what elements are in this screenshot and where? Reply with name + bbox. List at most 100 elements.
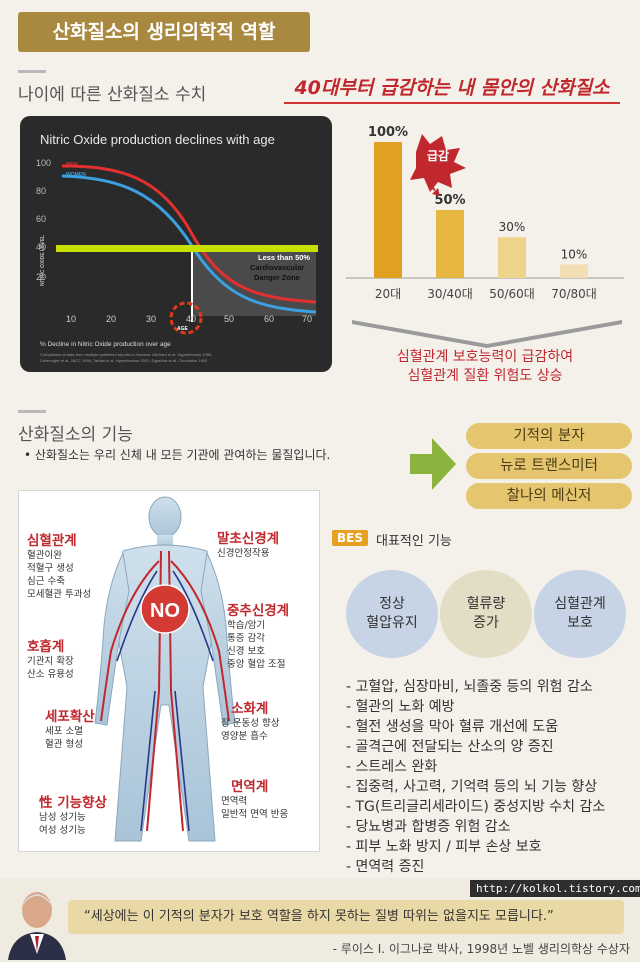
down-chevron-icon: [352, 320, 622, 348]
danger-label-1: Less than 50%: [258, 253, 310, 262]
cardio-text: 혈관이완 적혈구 생성 심근 수축 모세혈관 투과성: [27, 550, 92, 600]
doctor-portrait: [8, 892, 66, 960]
green-arrow-icon: [410, 438, 456, 490]
y-tick-100: 100: [36, 158, 51, 168]
pill-messenger: 찰나의 메신저: [466, 483, 632, 509]
men-curve: [61, 164, 317, 304]
x-tick-20: 20: [106, 314, 116, 324]
circle-blood-flow: 혈류량 증가: [440, 570, 532, 658]
bes-tag: BES: [332, 530, 368, 546]
sudden-drop-label: 급감: [427, 148, 449, 163]
age-highlight-circle: [169, 301, 203, 335]
heart-no-badge: [140, 584, 190, 634]
bar-category-label-1: 30/40대: [427, 287, 473, 301]
body-diagram: NO 심혈관계 혈관이완 적혈구 생성 심근 수축 모세혈관 투과성 호흡계 기…: [18, 490, 320, 852]
danger-zone-area: [192, 246, 316, 316]
y-tick-40: 40: [36, 242, 46, 252]
arteries: [100, 550, 230, 832]
veins: [116, 570, 214, 832]
effect-item: - 피부 노화 방지 / 피부 손상 보호: [346, 839, 542, 855]
effect-item: - 골격근에 전달되는 산소의 양 증진: [346, 739, 554, 755]
danger-label-2: Cardiovascular: [250, 263, 304, 272]
effect-item: - TG(트리글리세라이드) 중성지방 수치 감소: [346, 799, 606, 815]
age-bar-chart: 100% 20대 50% 30/40대 30% 50/60대 10% 70/80대 급감: [346, 125, 624, 301]
human-body-illustration: NO: [94, 496, 236, 842]
drop-arrow-line: [423, 175, 437, 193]
bar-value-label-1: 50%: [434, 193, 465, 208]
central-head: 중추신경계: [227, 603, 290, 619]
effect-item: - 혈전 생성을 막아 혈류 개선에 도움: [346, 719, 559, 735]
nitric-oxide-chart-svg: Nitric Oxide production declines with ag…: [36, 132, 318, 363]
immune-head: 면역계: [231, 779, 269, 795]
circle-blood-pressure: 정상 혈압유지: [346, 570, 438, 658]
y-axis-label: NITRIC OXIDE LEVEL: [40, 235, 46, 286]
no-label: NO: [150, 600, 180, 622]
circle-cardio-protect: 심혈관계 보호: [534, 570, 626, 658]
digest-text: 장 운동성 향상 영양분 흡수: [221, 718, 280, 742]
body-left-arm: [94, 551, 130, 726]
x-axis-label: AGE: [177, 326, 189, 332]
x-tick-60: 60: [264, 314, 274, 324]
legend-women: WOMEN: [66, 172, 86, 178]
bar-value-label-3: 10%: [561, 247, 588, 261]
x-tick-50: 50: [224, 314, 234, 324]
bes-label: 대표적인 기능: [376, 534, 452, 549]
effect-item: - 혈관의 노화 예방: [346, 699, 455, 715]
pill-miracle-molecule: 기적의 분자: [466, 423, 632, 449]
body-head: [148, 496, 182, 538]
section-bar-function: [18, 410, 46, 413]
bar-category-label-3: 70/80대: [551, 287, 597, 301]
section-title-function: 산화질소의 기능: [18, 425, 133, 445]
section-bar: [18, 70, 46, 73]
resp-text: 기관지 확장 산소 유용성: [27, 656, 74, 680]
y-tick-60: 60: [36, 214, 46, 224]
drop-arrow-head: [432, 188, 440, 196]
x-tick-30: 30: [146, 314, 156, 324]
resp-head: 호흡계: [27, 639, 65, 655]
danger-label-3: Danger Zone: [254, 273, 300, 282]
bar-category-label-0: 20대: [375, 287, 401, 301]
age-risk-message: 심혈관계 보호능력이 급감하여 심혈관계 질환 위험도 상승: [340, 348, 630, 386]
quote-source: - 루이스 I. 이그나로 박사, 1998년 노벨 생리의학상 수상자: [332, 942, 630, 956]
source-url[interactable]: http://kolkol.tistory.com: [470, 880, 640, 897]
age-headline: 40대부터 급감하는 내 몸안의 산화질소: [284, 74, 620, 104]
function-description: • 산화질소는 우리 신체 내 모든 기관에 관여하는 물질입니다.: [24, 448, 331, 462]
digest-head: 소화계: [231, 701, 269, 717]
bar-1: [436, 210, 464, 278]
pill-neurotransmitter: 뉴로 트랜스미터: [466, 453, 632, 479]
y-tick-20: 20: [36, 272, 46, 282]
y-tick-80: 80: [36, 186, 46, 196]
central-text: 학습/암기 통증 감각 신경 보호 중앙 혈압 조절: [227, 620, 286, 670]
cell-text: 세포 소멸 혈관 형성: [45, 726, 83, 750]
chart-source-1: Compilation of data from multiple publis…: [40, 352, 212, 357]
body-right-arm: [200, 551, 236, 726]
section-title-age: 나이에 따른 산화질소 수치: [18, 85, 207, 105]
sudden-drop-burst: [410, 134, 466, 192]
effect-item: - 고혈압, 심장마비, 뇌졸중 등의 위험 감소: [346, 679, 593, 695]
cardio-head: 심혈관계: [27, 533, 77, 549]
bar-value-label-0: 100%: [368, 125, 408, 140]
bar-2: [498, 237, 526, 278]
sex-text: 남성 성기능 여성 성기능: [39, 812, 86, 836]
effect-item: - 집중력, 사고력, 기억력 등의 뇌 기능 향상: [346, 779, 598, 795]
age-risk-line-2: 심혈관계 질환 위험도 상승: [407, 368, 563, 384]
x-tick-10: 10: [66, 314, 76, 324]
peripheral-head: 말초신경계: [217, 531, 280, 547]
threshold-line: [56, 245, 318, 252]
page-title: 산화질소의 생리의학적 역할: [18, 12, 310, 52]
x-tick-40: 40: [186, 314, 196, 324]
cell-head: 세포확산: [45, 709, 95, 725]
chart-source-2: Celermajer et al. JACC 1994; Taddei et a…: [40, 358, 208, 363]
effect-item: - 면역력 증진: [346, 859, 425, 875]
bar-3: [560, 264, 588, 278]
chart-title: Nitric Oxide production declines with ag…: [40, 132, 275, 147]
bar-0: [374, 142, 402, 278]
bar-value-label-2: 30%: [499, 220, 526, 234]
bar-category-label-2: 50/60대: [489, 287, 535, 301]
quote: “세상에는 이 기적의 분자가 보호 역할을 하지 못하는 질병 따위는 없을지…: [68, 900, 624, 934]
x-tick-70: 70: [302, 314, 312, 324]
immune-text: 면역력 일반적 면역 반응: [221, 796, 289, 820]
sex-head: 性 기능향상: [39, 795, 107, 811]
chart-footnote: % Decline in Nitric Oxide production ove…: [40, 341, 171, 348]
peripheral-text: 신경안정작용: [217, 548, 270, 559]
